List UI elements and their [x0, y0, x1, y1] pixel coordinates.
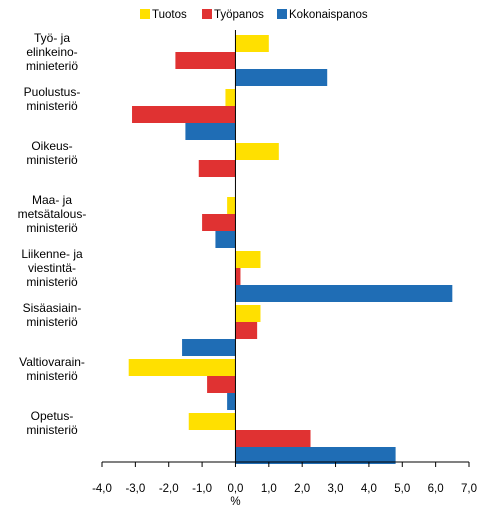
bar-kokonaispanos-4	[235, 285, 453, 302]
category-label-line: Sisäasiain-	[23, 301, 82, 315]
bar-työpanos-0	[175, 52, 236, 69]
bar-kokonaispanos-1	[185, 123, 236, 140]
bar-kokonaispanos-6	[227, 393, 236, 410]
category-label-line: ministeriö	[26, 423, 78, 437]
x-tick-label: -4,0	[92, 483, 112, 495]
bar-työpanos-1	[132, 106, 236, 123]
category-label-line: Valtiovarain-	[19, 355, 85, 369]
axes: -4,0 -3,0 -2,0 -1,0 0,0 1,0 2,0 3,0 4,0 5,0 6,0 7,0…	[92, 30, 477, 508]
category-label-line: metsätalous-	[18, 207, 87, 221]
category-label-line: ministeriö	[26, 275, 78, 289]
bar-kokonaispanos-5	[182, 339, 236, 356]
bar-työpanos-2	[198, 160, 236, 177]
x-axis-label: %	[230, 496, 240, 508]
legend-swatch-1	[202, 9, 212, 19]
category-label-line: Työ- ja	[34, 31, 70, 45]
bar-tuotos-0	[235, 35, 269, 52]
bar-tuotos-6	[128, 359, 236, 376]
bar-kokonaispanos-0	[235, 69, 328, 86]
category-label-line: ministeriö	[26, 153, 78, 167]
bar-työpanos-6	[207, 376, 236, 393]
category-label-line: ministeriö	[26, 221, 78, 235]
category-label-line: minieteriö	[26, 59, 78, 73]
legend-swatch-2	[277, 9, 287, 19]
category-label-7: Opetus-ministeriö	[26, 409, 78, 437]
category-label-1: Puolustus-ministeriö	[24, 85, 81, 113]
bars	[128, 35, 453, 464]
category-label-6: Valtiovarain-ministeriö	[19, 355, 85, 383]
bar-työpanos-7	[235, 430, 311, 447]
legend-label-2: Kokonaispanos	[289, 9, 368, 21]
bar-työpanos-4	[235, 268, 241, 285]
legend-label-1: Työpanos	[214, 9, 264, 21]
bar-tuotos-4	[235, 251, 261, 268]
category-label-line: Puolustus-	[24, 85, 81, 99]
category-label-line: ministeriö	[26, 369, 78, 383]
category-label-line: ministeriö	[26, 315, 78, 329]
legend: Tuotos Työpanos Kokonaispanos	[140, 9, 368, 21]
x-tick-label: -3,0	[125, 483, 145, 495]
x-tick-label: 4,0	[361, 483, 377, 495]
x-tick-label: 0,0	[227, 483, 243, 495]
bar-tuotos-7	[188, 413, 236, 430]
category-label-line: ministeriö	[26, 99, 78, 113]
legend-swatch-0	[140, 9, 150, 19]
bar-tuotos-1	[225, 89, 236, 106]
x-tick-label: 2,0	[294, 483, 310, 495]
x-tick-label: 7,0	[461, 483, 477, 495]
category-label-2: Oikeus-ministeriö	[26, 139, 78, 167]
bar-työpanos-3	[202, 214, 236, 231]
category-label-line: Opetus-	[31, 409, 74, 423]
x-tick-label: 3,0	[328, 483, 344, 495]
category-label-line: elinkeino-	[26, 45, 77, 59]
bar-tuotos-2	[235, 143, 279, 160]
x-tick-label: -1,0	[192, 483, 212, 495]
x-tick-label: 1,0	[261, 483, 277, 495]
bar-tuotos-3	[227, 197, 236, 214]
bar-tuotos-5	[235, 305, 261, 322]
category-label-5: Sisäasiain-ministeriö	[23, 301, 82, 329]
category-label-line: Maa- ja	[32, 193, 72, 207]
category-label-line: Liikenne- ja	[21, 247, 83, 261]
bar-kokonaispanos-3	[215, 231, 236, 248]
bar-työpanos-5	[235, 322, 258, 339]
bar-kokonaispanos-7	[235, 447, 396, 464]
category-label-line: viestintä-	[28, 261, 76, 275]
legend-label-0: Tuotos	[152, 9, 187, 21]
x-tick-label: -2,0	[159, 483, 179, 495]
x-tick-label: 6,0	[428, 483, 444, 495]
x-tick-label: 5,0	[394, 483, 410, 495]
category-label-line: Oikeus-	[31, 139, 72, 153]
